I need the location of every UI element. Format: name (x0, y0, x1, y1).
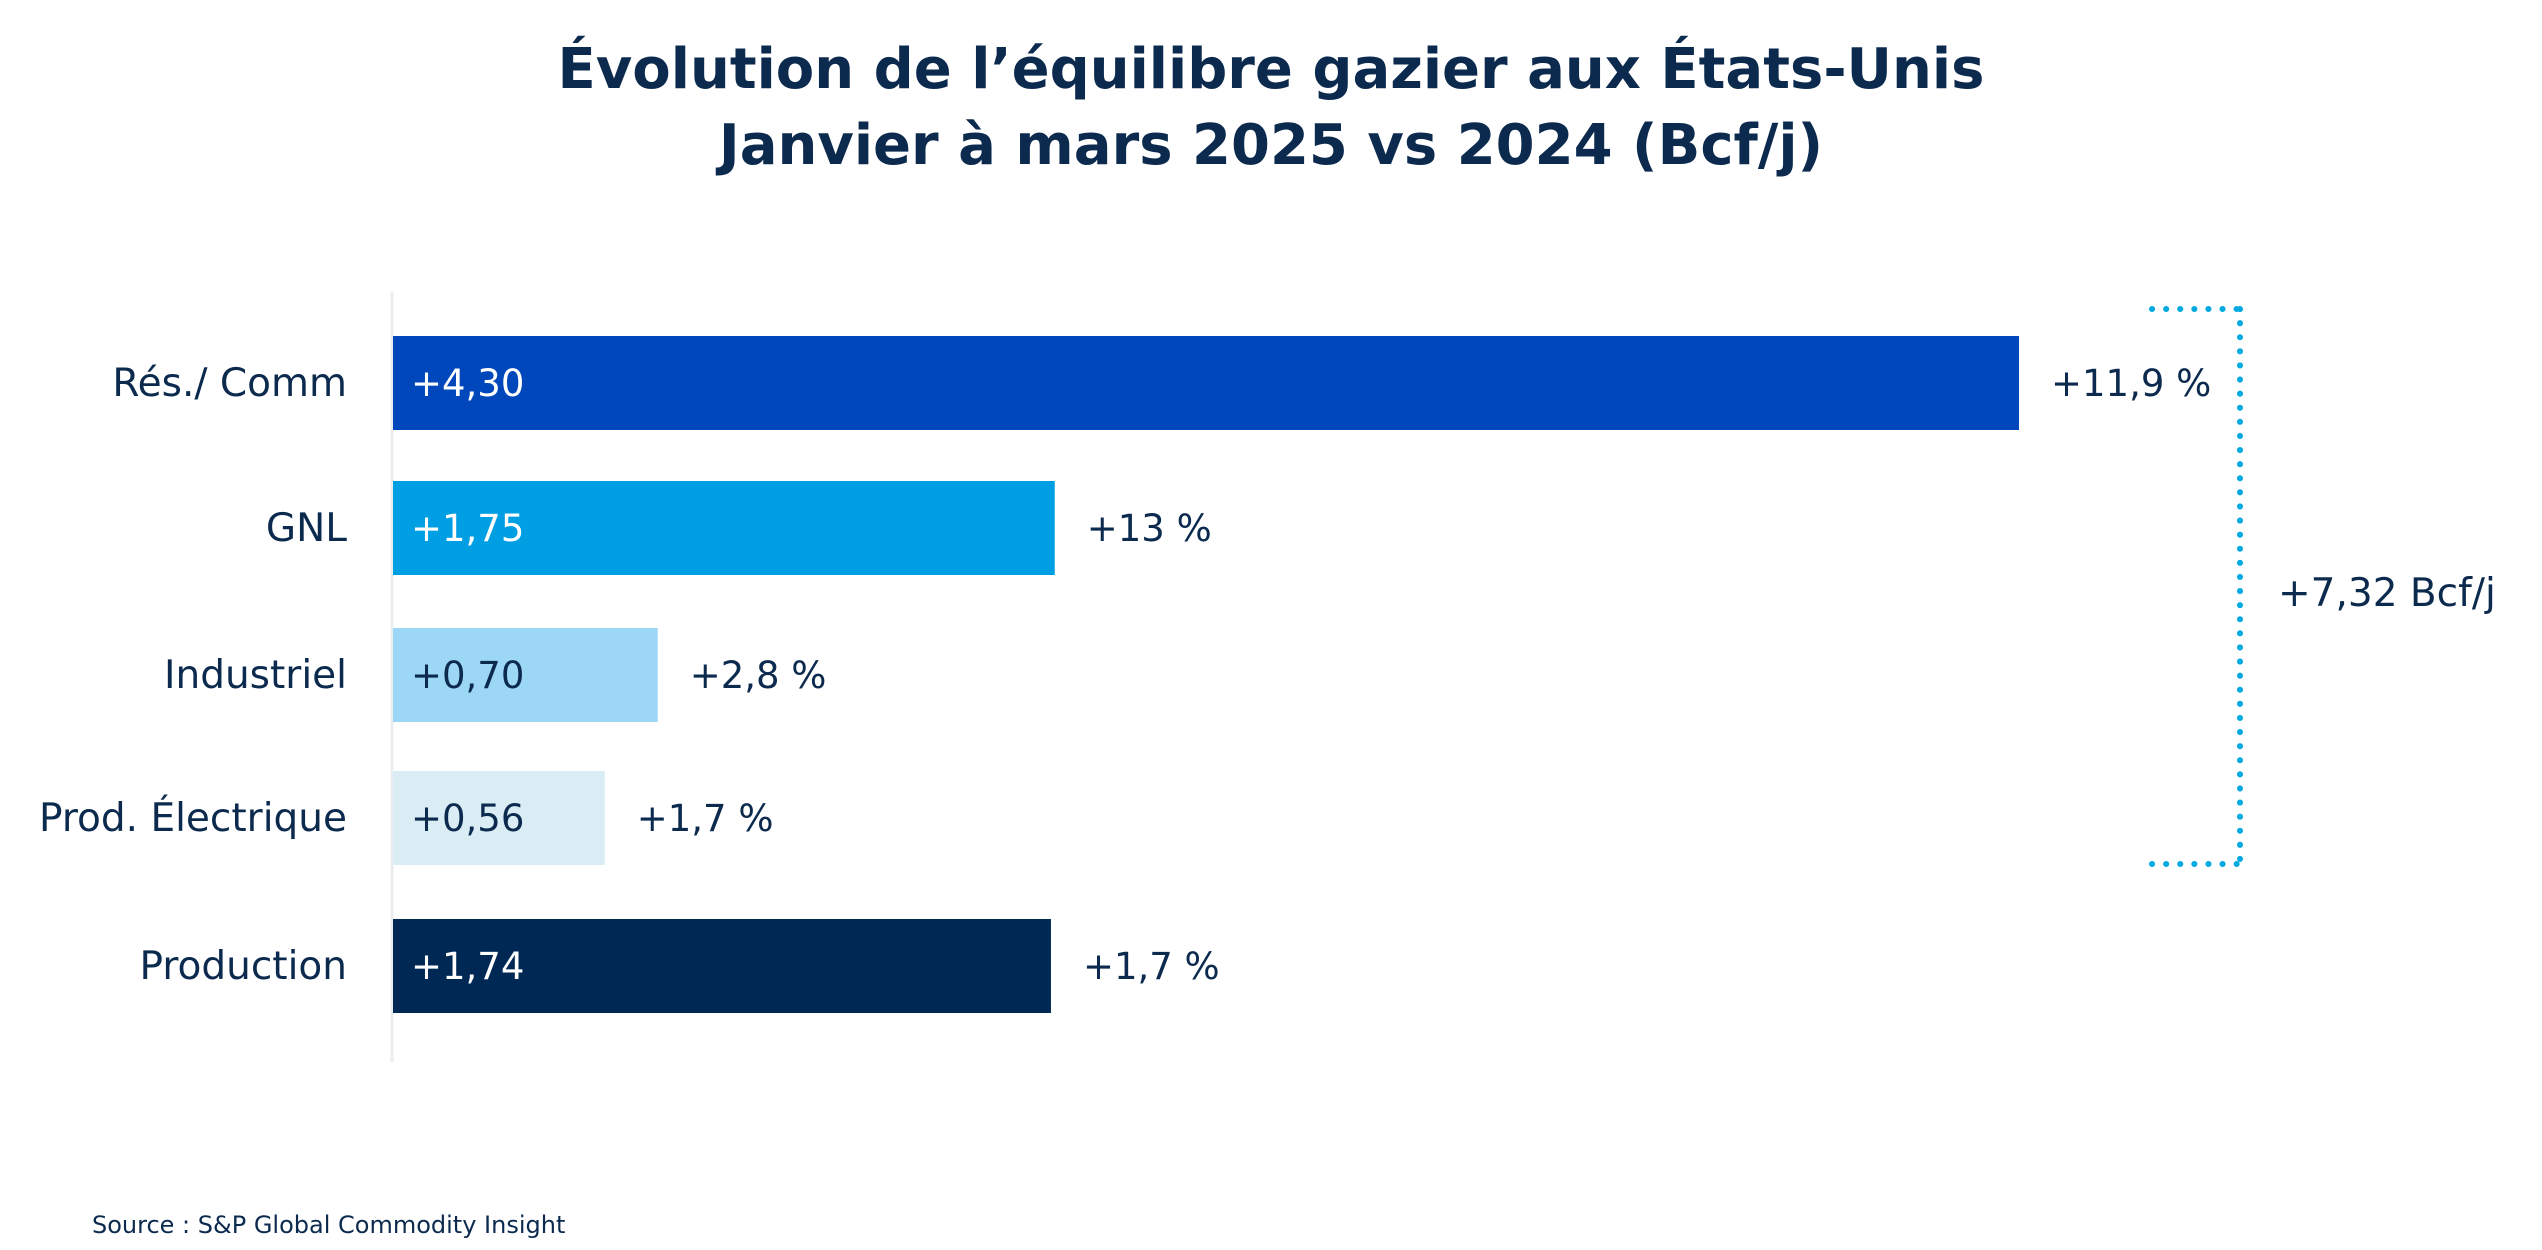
source-note: Source : S&P Global Commodity Insight (92, 1211, 565, 1239)
bar-value-label: +0,56 (411, 797, 524, 840)
bar-percent-label: +13 % (1087, 507, 1212, 550)
category-label: Prod. Électrique (39, 794, 347, 841)
category-label: Production (140, 944, 348, 989)
bar (393, 336, 2019, 430)
bar (393, 771, 605, 865)
chart-subtitle: Janvier à mars 2025 vs 2024 (Bcf/j) (715, 113, 1823, 178)
bar-value-label: +0,70 (411, 654, 524, 697)
category-label: Rés./ Comm (112, 361, 347, 406)
bar (393, 919, 1051, 1013)
bar-value-label: +1,75 (411, 507, 524, 550)
bar (393, 481, 1055, 575)
bar-percent-label: +1,7 % (637, 797, 774, 840)
bar-percent-label: +1,7 % (1083, 945, 1220, 988)
bar-value-label: +4,30 (411, 362, 524, 405)
bar-percent-label: +11,9 % (2051, 362, 2211, 405)
bar (393, 628, 658, 722)
chart-title: Évolution de l’équilibre gazier aux État… (558, 36, 1985, 102)
bracket-total-label: +7,32 Bcf/j (2278, 571, 2496, 616)
bar-percent-label: +2,8 % (690, 654, 827, 697)
bar-value-label: +1,74 (411, 945, 524, 988)
category-label: Industriel (164, 653, 347, 698)
category-label: GNL (266, 506, 347, 551)
